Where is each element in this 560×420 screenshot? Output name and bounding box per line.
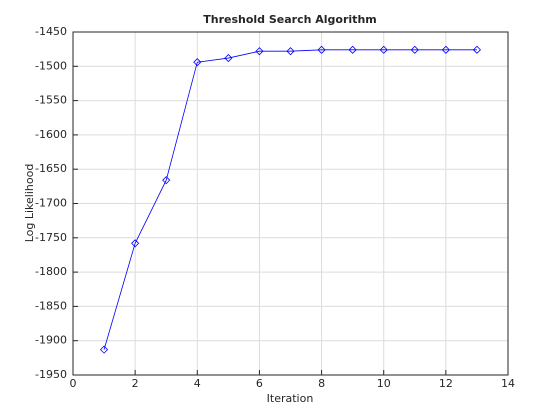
data-marker	[317, 45, 326, 54]
data-marker	[410, 45, 419, 54]
y-tick-label: -1950	[35, 368, 67, 381]
data-marker	[379, 45, 388, 54]
axes-box	[72, 31, 509, 376]
y-tick-label: -1750	[35, 231, 67, 244]
x-tick-label: 2	[132, 377, 139, 390]
data-marker	[100, 345, 109, 354]
y-tick-label: -1800	[35, 265, 67, 278]
data-marker	[131, 239, 140, 248]
y-tick-label: -1850	[35, 299, 67, 312]
data-marker	[162, 176, 171, 185]
x-tick-label: 12	[439, 377, 453, 390]
data-marker	[348, 45, 357, 54]
data-marker	[193, 58, 202, 67]
y-tick-label: -1500	[35, 59, 67, 72]
data-line	[103, 49, 477, 350]
x-tick-label: 8	[318, 377, 325, 390]
data-marker	[255, 47, 264, 56]
x-tick-label: 0	[70, 377, 77, 390]
y-tick-label: -1450	[35, 25, 67, 38]
data-marker	[441, 45, 450, 54]
x-tick-label: 4	[194, 377, 201, 390]
data-marker	[472, 45, 481, 54]
y-axis-label: Log Likelihood	[23, 164, 36, 243]
data-marker	[286, 47, 295, 56]
y-tick-label: -1550	[35, 94, 67, 107]
data-marker	[224, 54, 233, 63]
x-tick-label: 6	[256, 377, 263, 390]
y-tick-label: -1700	[35, 197, 67, 210]
y-tick-label: -1900	[35, 334, 67, 347]
y-tick-label: -1600	[35, 128, 67, 141]
x-tick-label: 14	[501, 377, 515, 390]
chart-title: Threshold Search Algorithm	[203, 13, 377, 26]
y-tick-label: -1650	[35, 162, 67, 175]
x-axis-label: Iteration	[267, 392, 314, 405]
x-tick-label: 10	[377, 377, 391, 390]
